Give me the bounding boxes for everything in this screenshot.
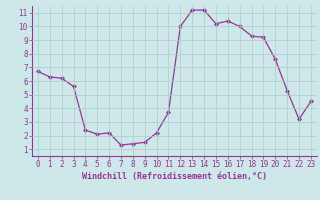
X-axis label: Windchill (Refroidissement éolien,°C): Windchill (Refroidissement éolien,°C) xyxy=(82,172,267,181)
